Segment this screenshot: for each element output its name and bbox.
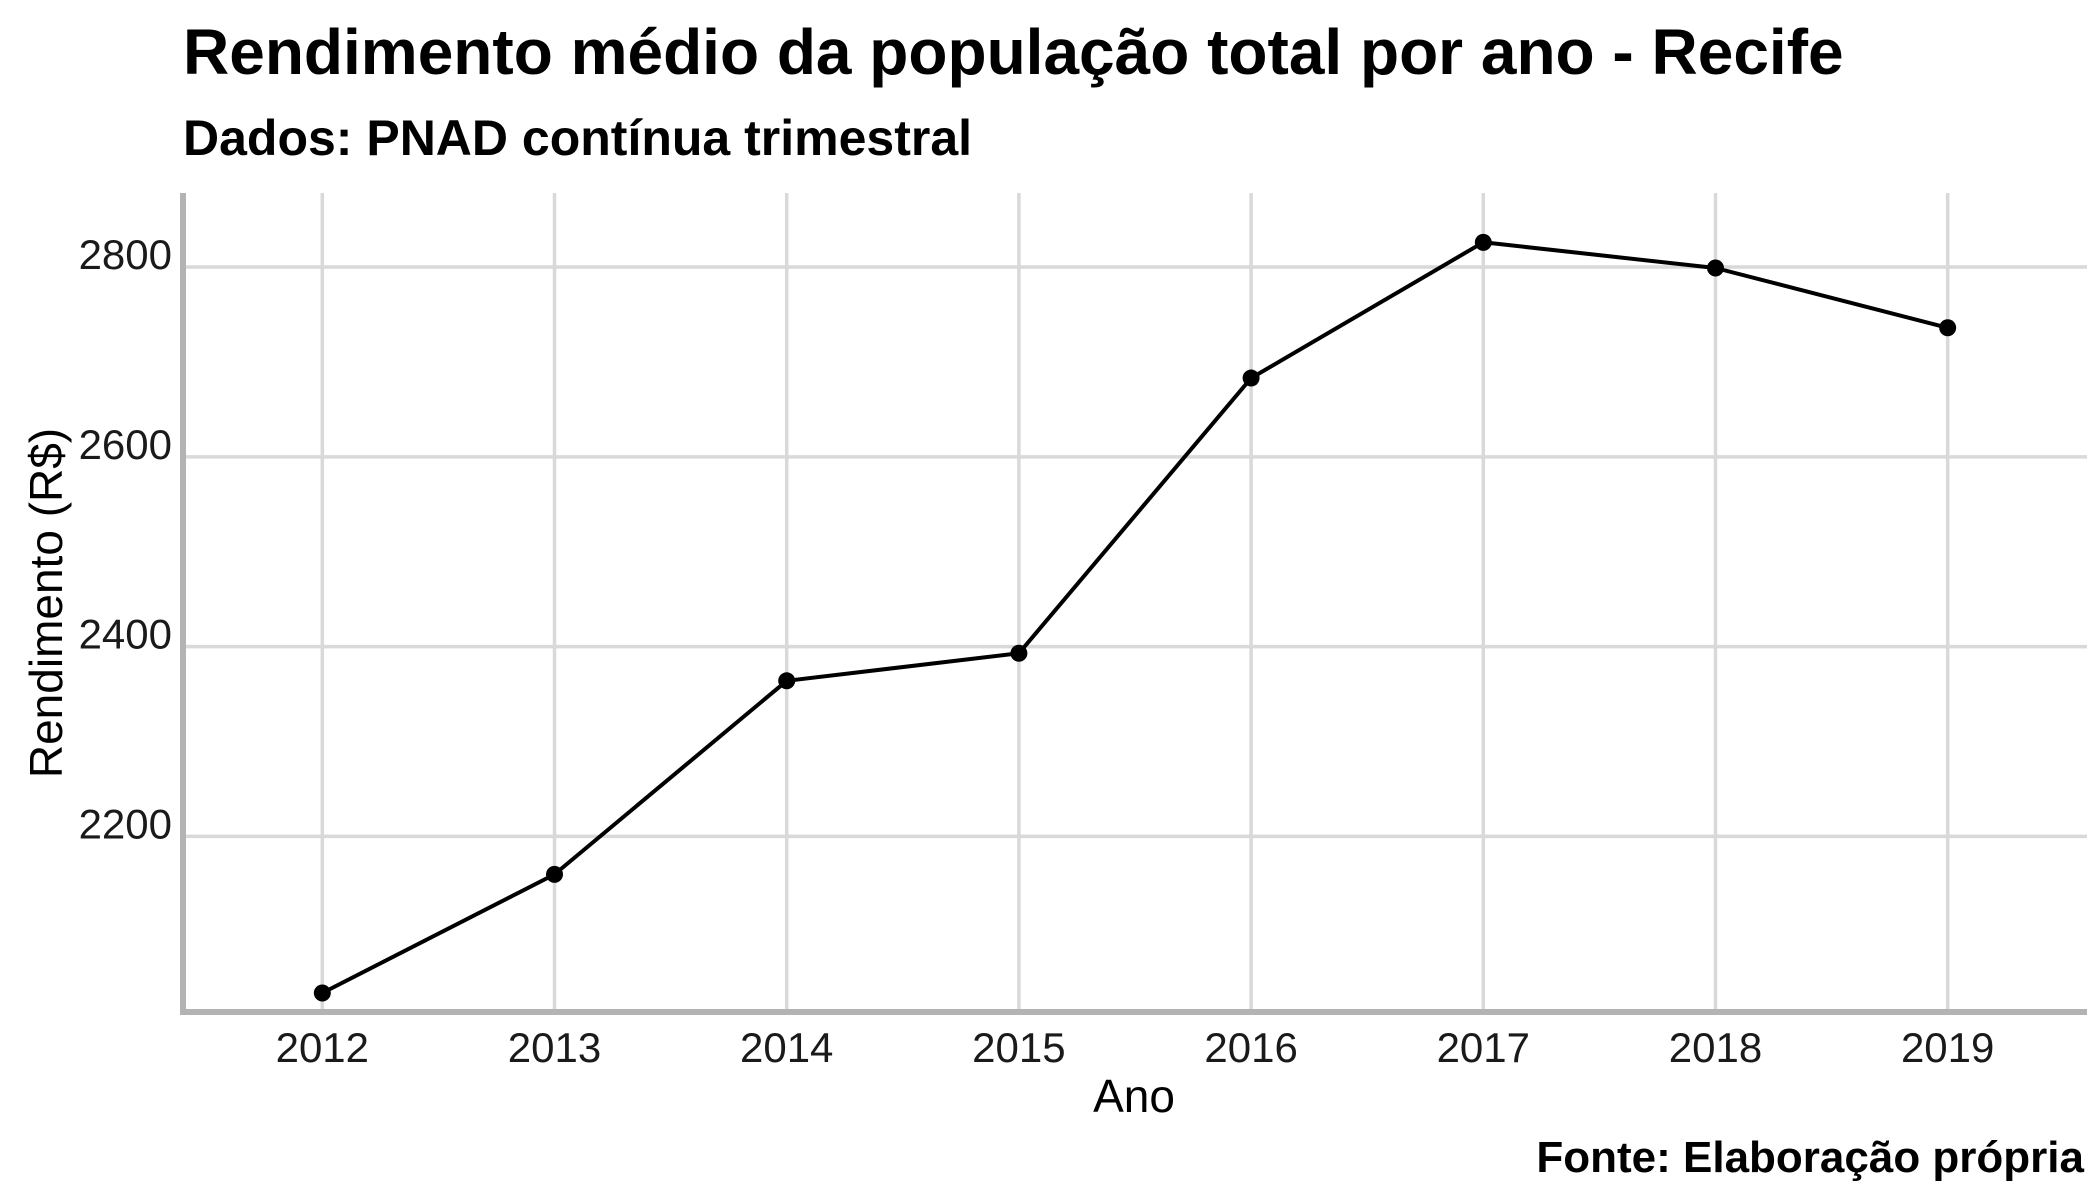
x-tick-label: 2013 xyxy=(508,1024,601,1071)
x-tick-label: 2015 xyxy=(972,1024,1065,1071)
data-point xyxy=(1474,233,1492,251)
x-tick-label: 2012 xyxy=(276,1024,369,1071)
data-points xyxy=(313,233,1957,1002)
x-axis-title: Ano xyxy=(1093,1070,1175,1122)
y-tick-label: 2200 xyxy=(79,800,172,847)
x-tick-labels: 2012 2013 2014 2015 2016 2017 2018 2019 xyxy=(276,1024,1995,1071)
chart-caption: Fonte: Elaboração própria xyxy=(1536,1133,2084,1182)
x-tick-label: 2016 xyxy=(1204,1024,1297,1071)
data-point xyxy=(1706,259,1724,277)
chart-subtitle: Dados: PNAD contínua trimestral xyxy=(183,110,972,166)
x-tick-label: 2019 xyxy=(1901,1024,1994,1071)
y-tick-label: 2400 xyxy=(79,611,172,658)
series-line-path xyxy=(321,240,1949,995)
y-tick-label: 2600 xyxy=(79,421,172,468)
data-point xyxy=(313,984,331,1002)
x-tick-label: 2017 xyxy=(1437,1024,1530,1071)
x-tick-label: 2014 xyxy=(740,1024,833,1071)
data-point xyxy=(1010,644,1028,662)
series-line xyxy=(321,240,1949,995)
x-tick-label: 2018 xyxy=(1669,1024,1762,1071)
y-axis-title: Rendimento (R$) xyxy=(20,428,72,778)
data-point xyxy=(546,865,564,883)
axes xyxy=(180,193,2087,1015)
data-point xyxy=(1242,369,1260,387)
grid-lines xyxy=(183,193,2087,1012)
y-tick-label: 2800 xyxy=(79,231,172,278)
data-point xyxy=(778,672,796,690)
chart-title: Rendimento médio da população total por … xyxy=(183,16,1844,88)
y-tick-labels: 2200 2400 2600 2800 xyxy=(79,231,172,847)
data-point xyxy=(1939,319,1957,337)
